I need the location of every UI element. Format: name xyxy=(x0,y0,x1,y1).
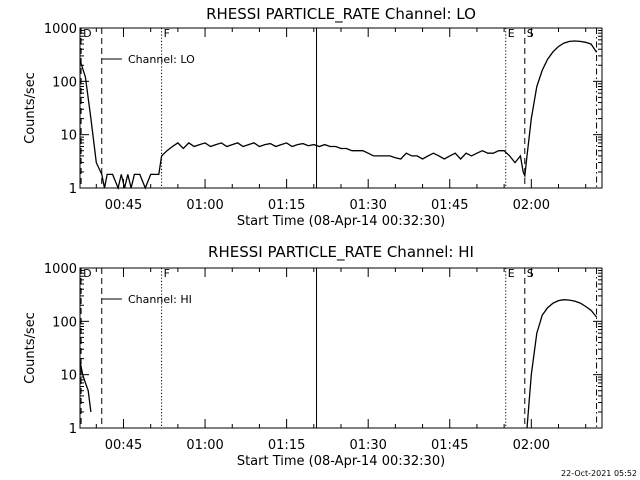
chart-title: RHESSI PARTICLE_RATE Channel: LO xyxy=(206,5,476,24)
x-tick-label: 00:45 xyxy=(105,198,142,213)
x-tick-label: 01:45 xyxy=(431,438,468,453)
chart-title: RHESSI PARTICLE_RATE Channel: HI xyxy=(208,243,474,262)
x-tick-label: 01:00 xyxy=(186,438,223,453)
event-marker-label: E xyxy=(508,27,515,40)
legend-label: Channel: LO xyxy=(128,53,195,66)
x-axis-label: Start Time (08-Apr-14 00:32:30) xyxy=(237,454,445,469)
x-tick-label: 00:45 xyxy=(105,438,142,453)
x-tick-label: 01:30 xyxy=(349,198,386,213)
event-marker-label: D xyxy=(83,267,91,280)
chart-panel-hi: RHESSI PARTICLE_RATE Channel: HI 1 10 100 10… xyxy=(23,243,603,469)
x-axis-label: Start Time (08-Apr-14 00:32:30) xyxy=(237,214,445,229)
event-marker-label: S xyxy=(527,27,534,40)
event-marker-label: S xyxy=(527,267,534,280)
event-marker-label: E xyxy=(508,267,515,280)
data-series-line xyxy=(79,40,598,191)
x-tick-label: 01:00 xyxy=(186,198,223,213)
data-series-line xyxy=(79,360,92,412)
x-tick-label: 01:30 xyxy=(349,438,386,453)
y-tick-label: 10 xyxy=(60,129,77,144)
y-axis-label: Counts/sec xyxy=(23,312,38,384)
data-series-line xyxy=(526,299,598,429)
y-tick-label: 1000 xyxy=(44,262,77,277)
y-tick-label: 100 xyxy=(52,75,77,90)
x-tick-label: 02:00 xyxy=(513,198,550,213)
y-tick-label: 1000 xyxy=(44,22,77,37)
y-tick-label: 10 xyxy=(60,369,77,384)
chart-panel-lo: RHESSI PARTICLE_RATE Channel: LO 1 10 100 10… xyxy=(23,5,603,229)
y-tick-label: 1 xyxy=(69,422,77,437)
plot-frame xyxy=(79,27,603,189)
x-tick-label: 01:15 xyxy=(268,198,305,213)
x-tick-label: 02:00 xyxy=(513,438,550,453)
plot-frame xyxy=(79,267,603,429)
event-marker-label: F xyxy=(164,267,170,280)
event-marker-label: F xyxy=(164,27,170,40)
legend-label: Channel: HI xyxy=(128,293,192,306)
y-tick-label: 1 xyxy=(69,182,77,197)
y-tick-label: 100 xyxy=(52,315,77,330)
event-marker-label: D xyxy=(83,27,91,40)
x-tick-label: 01:45 xyxy=(431,198,468,213)
y-axis-label: Counts/sec xyxy=(23,72,38,144)
x-tick-label: 01:15 xyxy=(268,438,305,453)
footer-timestamp: 22-Oct-2021 05:52 xyxy=(561,469,637,478)
